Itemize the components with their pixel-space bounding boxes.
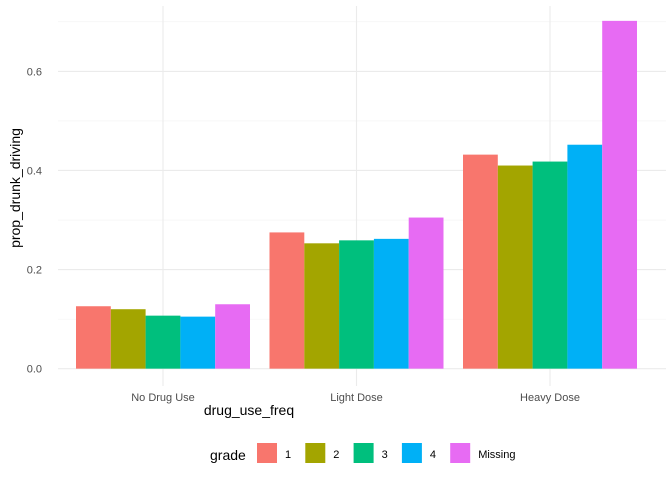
legend-title: grade xyxy=(210,447,246,463)
legend-label: 4 xyxy=(430,449,436,461)
legend-label: 3 xyxy=(382,449,388,461)
bar-light-dose-grade-1 xyxy=(269,232,305,369)
y-tick-label: 0.6 xyxy=(27,66,42,78)
legend-key-grade-missing xyxy=(450,443,471,463)
bar-no-drug-use-grade-3 xyxy=(145,315,181,369)
legend-label: Missing xyxy=(478,449,515,461)
bars xyxy=(76,20,637,369)
bar-heavy-dose-grade-4 xyxy=(567,144,603,369)
y-axis-title: prop_drunk_driving xyxy=(7,128,23,248)
bar-no-drug-use-grade-missing xyxy=(215,304,250,369)
legend-key-grade-4 xyxy=(401,443,422,463)
bar-heavy-dose-grade-2 xyxy=(497,165,533,369)
y-axis-ticks: 0.0 0.2 0.4 0.6 xyxy=(27,66,42,375)
x-axis-ticks: No Drug Use Light Dose Heavy Dose xyxy=(131,392,580,404)
bar-light-dose-grade-missing xyxy=(408,217,444,369)
legend-items: 1 2 3 4 Missing xyxy=(257,443,515,463)
bar-no-drug-use-grade-2 xyxy=(110,309,146,369)
bar-heavy-dose-grade-missing xyxy=(602,20,637,369)
x-tick-label: Light Dose xyxy=(330,392,383,404)
x-tick-label: Heavy Dose xyxy=(520,392,580,404)
x-axis-title: drug_use_freq xyxy=(204,402,294,418)
bar-light-dose-grade-3 xyxy=(339,240,374,369)
legend-key-grade-2 xyxy=(305,443,326,463)
bar-heavy-dose-grade-3 xyxy=(532,161,568,369)
bar-no-drug-use-grade-4 xyxy=(180,316,216,369)
y-tick-label: 0.4 xyxy=(27,165,42,177)
legend-label: 1 xyxy=(285,449,291,461)
legend: grade 1 2 3 4 Missing xyxy=(210,443,515,463)
legend-key-grade-1 xyxy=(257,443,277,463)
bar-no-drug-use-grade-1 xyxy=(76,306,111,369)
legend-label: 2 xyxy=(333,449,339,461)
bar-light-dose-grade-4 xyxy=(373,238,409,369)
legend-key-grade-3 xyxy=(353,443,374,463)
bar-heavy-dose-grade-1 xyxy=(463,154,498,369)
y-tick-label: 0.0 xyxy=(27,364,42,376)
y-tick-label: 0.2 xyxy=(27,265,42,277)
x-tick-label: No Drug Use xyxy=(131,392,195,404)
bar-light-dose-grade-2 xyxy=(304,243,340,369)
